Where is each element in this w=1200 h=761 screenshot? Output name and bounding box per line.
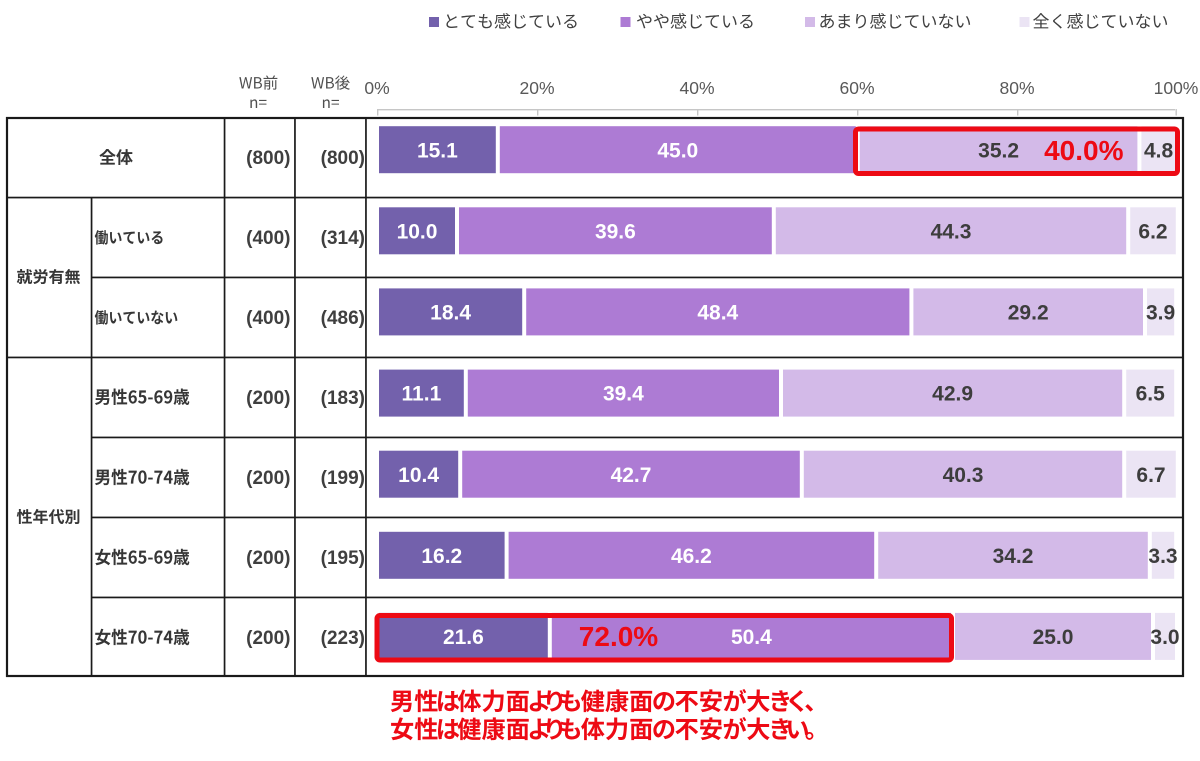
svg-text:35.2: 35.2 xyxy=(978,139,1019,162)
svg-text:80%: 80% xyxy=(999,78,1034,98)
svg-text:3.0: 3.0 xyxy=(1150,626,1179,649)
svg-text:44.3: 44.3 xyxy=(931,220,972,243)
svg-text:40.3: 40.3 xyxy=(943,464,984,487)
svg-text:42.7: 42.7 xyxy=(611,464,652,487)
svg-text:(314): (314) xyxy=(321,228,365,249)
svg-text:11.1: 11.1 xyxy=(402,383,442,406)
svg-text:(200): (200) xyxy=(246,548,290,569)
svg-text:(199): (199) xyxy=(321,468,365,489)
svg-text:20%: 20% xyxy=(519,78,554,98)
svg-text:42.9: 42.9 xyxy=(932,383,973,406)
svg-text:40%: 40% xyxy=(679,78,714,98)
svg-text:(400): (400) xyxy=(246,308,290,329)
svg-text:(223): (223) xyxy=(321,628,365,649)
svg-text:40.0%: 40.0% xyxy=(1044,135,1123,166)
svg-text:(200): (200) xyxy=(246,468,290,489)
svg-text:(800): (800) xyxy=(321,148,365,169)
svg-text:45.0: 45.0 xyxy=(657,139,698,162)
svg-text:16.2: 16.2 xyxy=(421,545,462,568)
svg-text:6.5: 6.5 xyxy=(1136,383,1166,406)
svg-text:46.2: 46.2 xyxy=(671,545,712,568)
svg-text:(183): (183) xyxy=(321,388,365,409)
svg-text:(200): (200) xyxy=(246,388,290,409)
svg-text:34.2: 34.2 xyxy=(993,545,1034,568)
svg-text:72.0%: 72.0% xyxy=(579,621,658,652)
svg-text:29.2: 29.2 xyxy=(1008,302,1049,325)
svg-text:10.0: 10.0 xyxy=(397,220,438,243)
svg-text:(800): (800) xyxy=(246,148,290,169)
svg-text:15.1: 15.1 xyxy=(417,139,458,162)
svg-text:3.9: 3.9 xyxy=(1146,302,1175,325)
svg-text:60%: 60% xyxy=(839,78,874,98)
svg-text:48.4: 48.4 xyxy=(697,302,738,325)
svg-text:21.6: 21.6 xyxy=(443,626,484,649)
svg-text:25.0: 25.0 xyxy=(1033,626,1074,649)
svg-text:6.7: 6.7 xyxy=(1136,464,1165,487)
svg-text:18.4: 18.4 xyxy=(430,302,471,325)
svg-text:(195): (195) xyxy=(321,548,365,569)
svg-text:10.4: 10.4 xyxy=(398,464,439,487)
svg-text:39.4: 39.4 xyxy=(603,383,644,406)
svg-text:4.8: 4.8 xyxy=(1144,139,1174,162)
svg-text:6.2: 6.2 xyxy=(1138,220,1167,243)
svg-text:(486): (486) xyxy=(321,308,365,329)
svg-text:3.3: 3.3 xyxy=(1148,545,1177,568)
svg-text:(200): (200) xyxy=(246,628,290,649)
svg-text:100%: 100% xyxy=(1154,78,1199,98)
svg-text:0%: 0% xyxy=(364,78,389,98)
svg-text:50.4: 50.4 xyxy=(731,626,772,649)
svg-text:39.6: 39.6 xyxy=(595,220,636,243)
svg-text:(400): (400) xyxy=(246,228,290,249)
